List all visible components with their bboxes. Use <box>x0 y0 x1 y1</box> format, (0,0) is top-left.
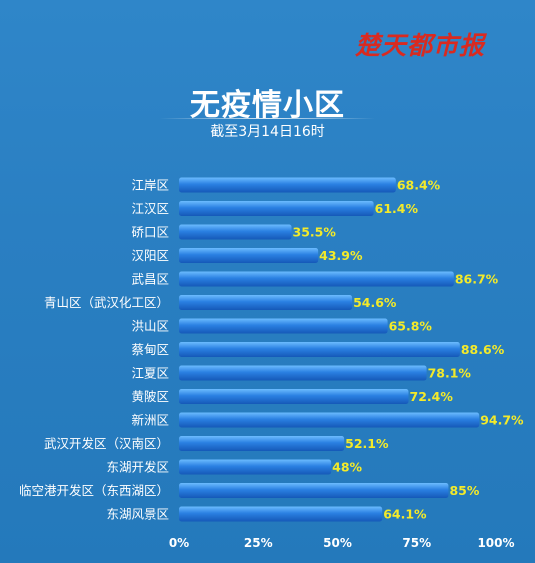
value-label: 86.7% <box>455 272 499 287</box>
category-label: 洪山区 <box>131 319 169 334</box>
value-label: 65.8% <box>389 319 433 334</box>
bar <box>179 342 460 357</box>
bar <box>179 224 292 240</box>
value-label: 78.1% <box>428 366 472 381</box>
bar <box>179 318 388 334</box>
value-label: 72.4% <box>410 389 454 404</box>
category-label: 江汉区 <box>131 201 169 216</box>
bar <box>179 506 383 522</box>
bar <box>179 483 449 498</box>
category-label: 汉阳区 <box>131 248 169 263</box>
category-label: 硚口区 <box>131 225 169 240</box>
chart-subtitle: 截至3月14日16时 <box>210 124 325 140</box>
category-label: 青山区（武汉化工区） <box>44 295 169 310</box>
x-tick-label: 0% <box>169 536 189 550</box>
x-tick-label: 100% <box>477 536 514 550</box>
category-label: 东湖风景区 <box>106 507 169 522</box>
bar <box>179 271 454 287</box>
category-label: 黄陂区 <box>131 389 169 404</box>
value-label: 94.7% <box>480 413 524 428</box>
value-label: 43.9% <box>319 248 363 263</box>
bar <box>179 201 374 216</box>
value-label: 48% <box>332 460 362 475</box>
bar <box>179 365 427 381</box>
bar <box>179 459 332 475</box>
category-label: 临空港开发区（东西湖区） <box>19 483 169 498</box>
bar <box>179 177 396 193</box>
bar <box>179 389 409 404</box>
value-label: 88.6% <box>461 342 505 357</box>
category-label: 东湖开发区 <box>106 460 169 475</box>
category-label: 武汉开发区（汉南区） <box>44 436 169 451</box>
category-label: 江岸区 <box>131 178 169 193</box>
value-label: 64.1% <box>383 507 427 522</box>
category-label: 新洲区 <box>131 413 169 428</box>
title-divider <box>160 118 375 119</box>
bar <box>179 295 353 310</box>
category-label: 江夏区 <box>131 366 169 381</box>
x-tick-label: 50% <box>323 536 352 550</box>
chart-title: 无疫情小区 <box>190 88 345 123</box>
value-label: 54.6% <box>353 295 397 310</box>
value-label: 61.4% <box>375 201 419 216</box>
x-tick-label: 75% <box>402 536 431 550</box>
category-label: 蔡甸区 <box>131 342 169 357</box>
value-label: 68.4% <box>397 178 441 193</box>
value-label: 35.5% <box>293 225 337 240</box>
bar <box>179 248 319 263</box>
value-label: 85% <box>449 483 479 498</box>
value-label: 52.1% <box>345 436 389 451</box>
bar <box>179 412 480 428</box>
category-label: 武昌区 <box>131 272 169 287</box>
bar <box>179 436 345 451</box>
newspaper-logo: 楚天都市报 <box>355 31 486 60</box>
x-tick-label: 25% <box>244 536 273 550</box>
